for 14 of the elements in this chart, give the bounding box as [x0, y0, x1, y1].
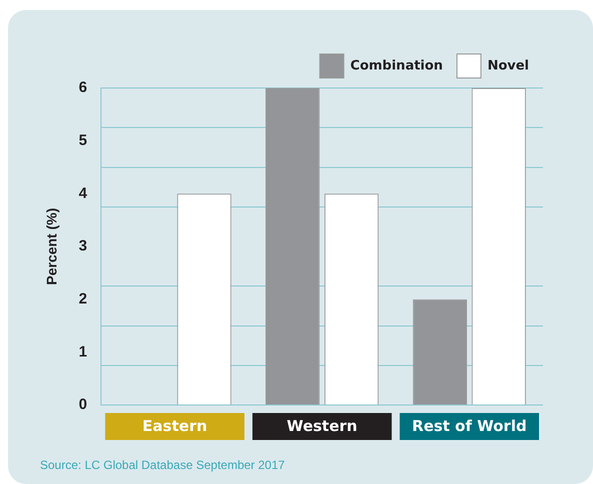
x-tick-label: Rest of World — [412, 416, 527, 435]
y-tick-label: 2 — [78, 290, 88, 308]
source-note: Source: LC Global Database September 2017 — [40, 458, 285, 472]
x-tick-label: Eastern — [142, 416, 208, 435]
legend-label: Combination — [350, 58, 443, 74]
y-tick-label: 4 — [78, 184, 88, 202]
y-tick-label: 6 — [78, 79, 88, 96]
y-tick-label: 3 — [78, 238, 88, 255]
y-axis-title: Percent (%) — [43, 208, 60, 286]
y-tick-label: 5 — [78, 132, 88, 149]
x-tick-label: Western — [286, 416, 358, 435]
y-tick-label: 1 — [78, 343, 88, 360]
legend-label: Novel — [487, 58, 530, 74]
y-tick-label: 0 — [78, 396, 88, 414]
